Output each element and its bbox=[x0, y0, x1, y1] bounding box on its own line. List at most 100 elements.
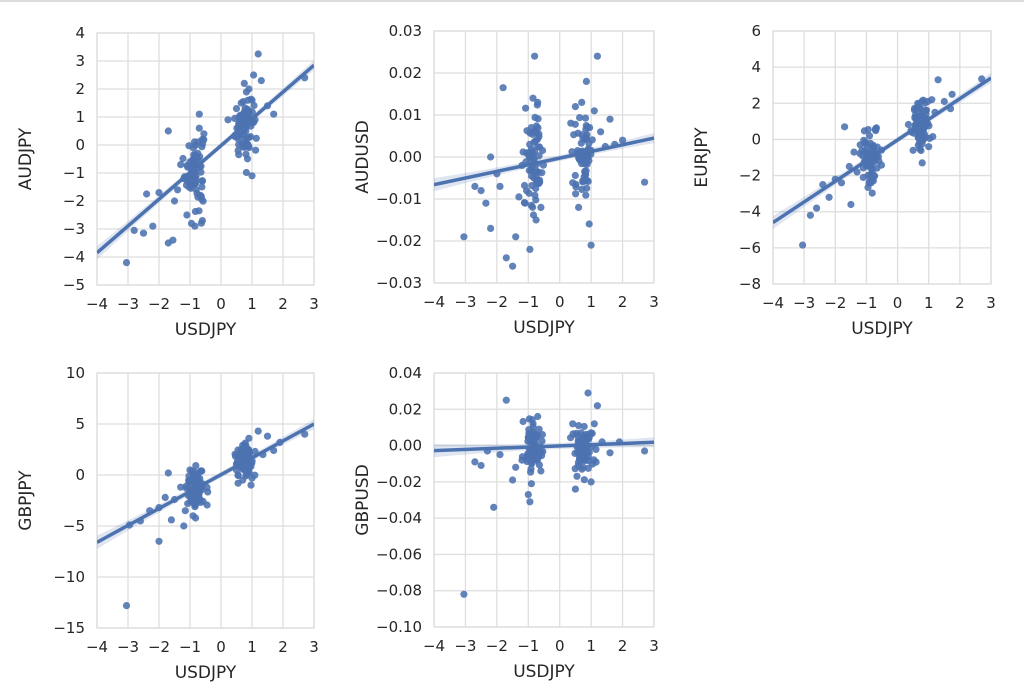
data-point bbox=[460, 590, 468, 598]
data-point bbox=[581, 160, 589, 168]
y-axis-label: AUDJPY bbox=[16, 127, 36, 190]
data-point bbox=[195, 110, 203, 118]
data-point bbox=[593, 52, 602, 60]
y-tick-label: −3 bbox=[63, 220, 85, 238]
data-point bbox=[191, 468, 199, 476]
y-tick-label: −4 bbox=[63, 248, 85, 266]
data-point bbox=[263, 432, 272, 440]
y-tick-label: −10 bbox=[53, 568, 85, 586]
data-layer bbox=[434, 389, 654, 598]
y-tick-label: 0.00 bbox=[389, 437, 422, 455]
y-tick-label: 0 bbox=[751, 130, 761, 148]
data-point bbox=[499, 84, 507, 92]
data-point bbox=[189, 512, 197, 520]
x-tick-label: −1 bbox=[517, 637, 539, 655]
x-tick-label: −2 bbox=[824, 294, 846, 312]
x-tick-label: −4 bbox=[86, 295, 108, 313]
data-point bbox=[177, 483, 185, 491]
data-point bbox=[490, 503, 498, 511]
y-axis-label: GBPJPY bbox=[16, 470, 36, 531]
data-point bbox=[538, 452, 546, 460]
data-point bbox=[909, 146, 917, 154]
data-point bbox=[578, 98, 586, 106]
data-point bbox=[575, 203, 583, 211]
data-point bbox=[837, 179, 846, 187]
x-tick-label: −1 bbox=[179, 295, 201, 313]
regression-line bbox=[773, 76, 991, 225]
x-axis-label: USDJPY bbox=[175, 663, 237, 683]
data-point bbox=[525, 430, 533, 438]
x-tick-label: 0 bbox=[893, 294, 903, 312]
data-point bbox=[508, 476, 517, 484]
data-point bbox=[825, 193, 833, 201]
y-tick-label: 0 bbox=[75, 136, 85, 154]
data-point bbox=[571, 485, 580, 493]
data-point bbox=[186, 477, 194, 485]
data-point bbox=[590, 420, 598, 428]
data-point bbox=[581, 114, 590, 122]
x-tick-label: −3 bbox=[454, 637, 476, 655]
data-point bbox=[574, 458, 583, 467]
data-point bbox=[606, 449, 614, 457]
data-point bbox=[169, 236, 177, 244]
data-point bbox=[580, 476, 588, 484]
y-axis-label: EURJPY bbox=[692, 127, 712, 188]
data-point bbox=[534, 412, 542, 421]
x-tick-label: −1 bbox=[179, 638, 201, 656]
data-point bbox=[174, 186, 182, 194]
data-point bbox=[535, 425, 543, 433]
data-point bbox=[240, 466, 248, 474]
data-point bbox=[948, 90, 956, 98]
data-point bbox=[252, 134, 260, 142]
data-point bbox=[270, 110, 278, 118]
regression-line bbox=[434, 440, 654, 453]
y-tick-label: 2 bbox=[75, 80, 85, 98]
data-point bbox=[584, 177, 592, 185]
data-layer bbox=[434, 52, 654, 270]
data-point bbox=[585, 220, 593, 228]
data-point bbox=[122, 259, 131, 267]
data-point bbox=[203, 483, 211, 491]
x-tick-label: 1 bbox=[586, 637, 596, 655]
data-point bbox=[155, 189, 163, 197]
data-point bbox=[194, 149, 202, 157]
data-point bbox=[590, 107, 598, 115]
y-tick-label: 4 bbox=[751, 58, 761, 76]
data-point bbox=[254, 50, 262, 58]
data-point bbox=[180, 522, 188, 530]
data-point bbox=[619, 136, 627, 144]
data-point bbox=[928, 96, 936, 104]
data-point bbox=[245, 434, 253, 442]
data-point bbox=[139, 229, 148, 237]
data-point bbox=[572, 183, 580, 191]
y-tick-label: −0.02 bbox=[376, 473, 422, 491]
y-axis-label: AUDUSD bbox=[353, 120, 373, 194]
data-point bbox=[515, 193, 523, 201]
data-point bbox=[532, 456, 540, 464]
data-point bbox=[155, 537, 163, 545]
data-point bbox=[191, 177, 199, 185]
data-point bbox=[502, 254, 510, 262]
data-point bbox=[528, 182, 536, 190]
data-point bbox=[978, 75, 986, 83]
data-point bbox=[487, 224, 495, 232]
x-tick-label: −3 bbox=[117, 638, 139, 656]
data-layer bbox=[97, 50, 314, 267]
x-tick-label: −1 bbox=[517, 293, 539, 311]
y-tick-label: 0.03 bbox=[389, 22, 422, 40]
plot-frame bbox=[433, 372, 655, 628]
data-point bbox=[182, 181, 191, 189]
data-point bbox=[582, 77, 591, 85]
data-point bbox=[523, 187, 531, 195]
y-tick-label: 4 bbox=[75, 24, 85, 42]
y-tick-label: 3 bbox=[75, 52, 85, 70]
y-tick-label: 1 bbox=[75, 108, 85, 126]
y-tick-label: 2 bbox=[751, 94, 761, 112]
data-point bbox=[170, 197, 179, 205]
x-tick-label: −3 bbox=[117, 295, 139, 313]
data-point bbox=[904, 120, 913, 129]
y-tick-label: −0.03 bbox=[376, 274, 422, 292]
data-point bbox=[242, 150, 250, 158]
regression-line bbox=[97, 63, 314, 255]
x-tick-label: 3 bbox=[309, 295, 319, 313]
